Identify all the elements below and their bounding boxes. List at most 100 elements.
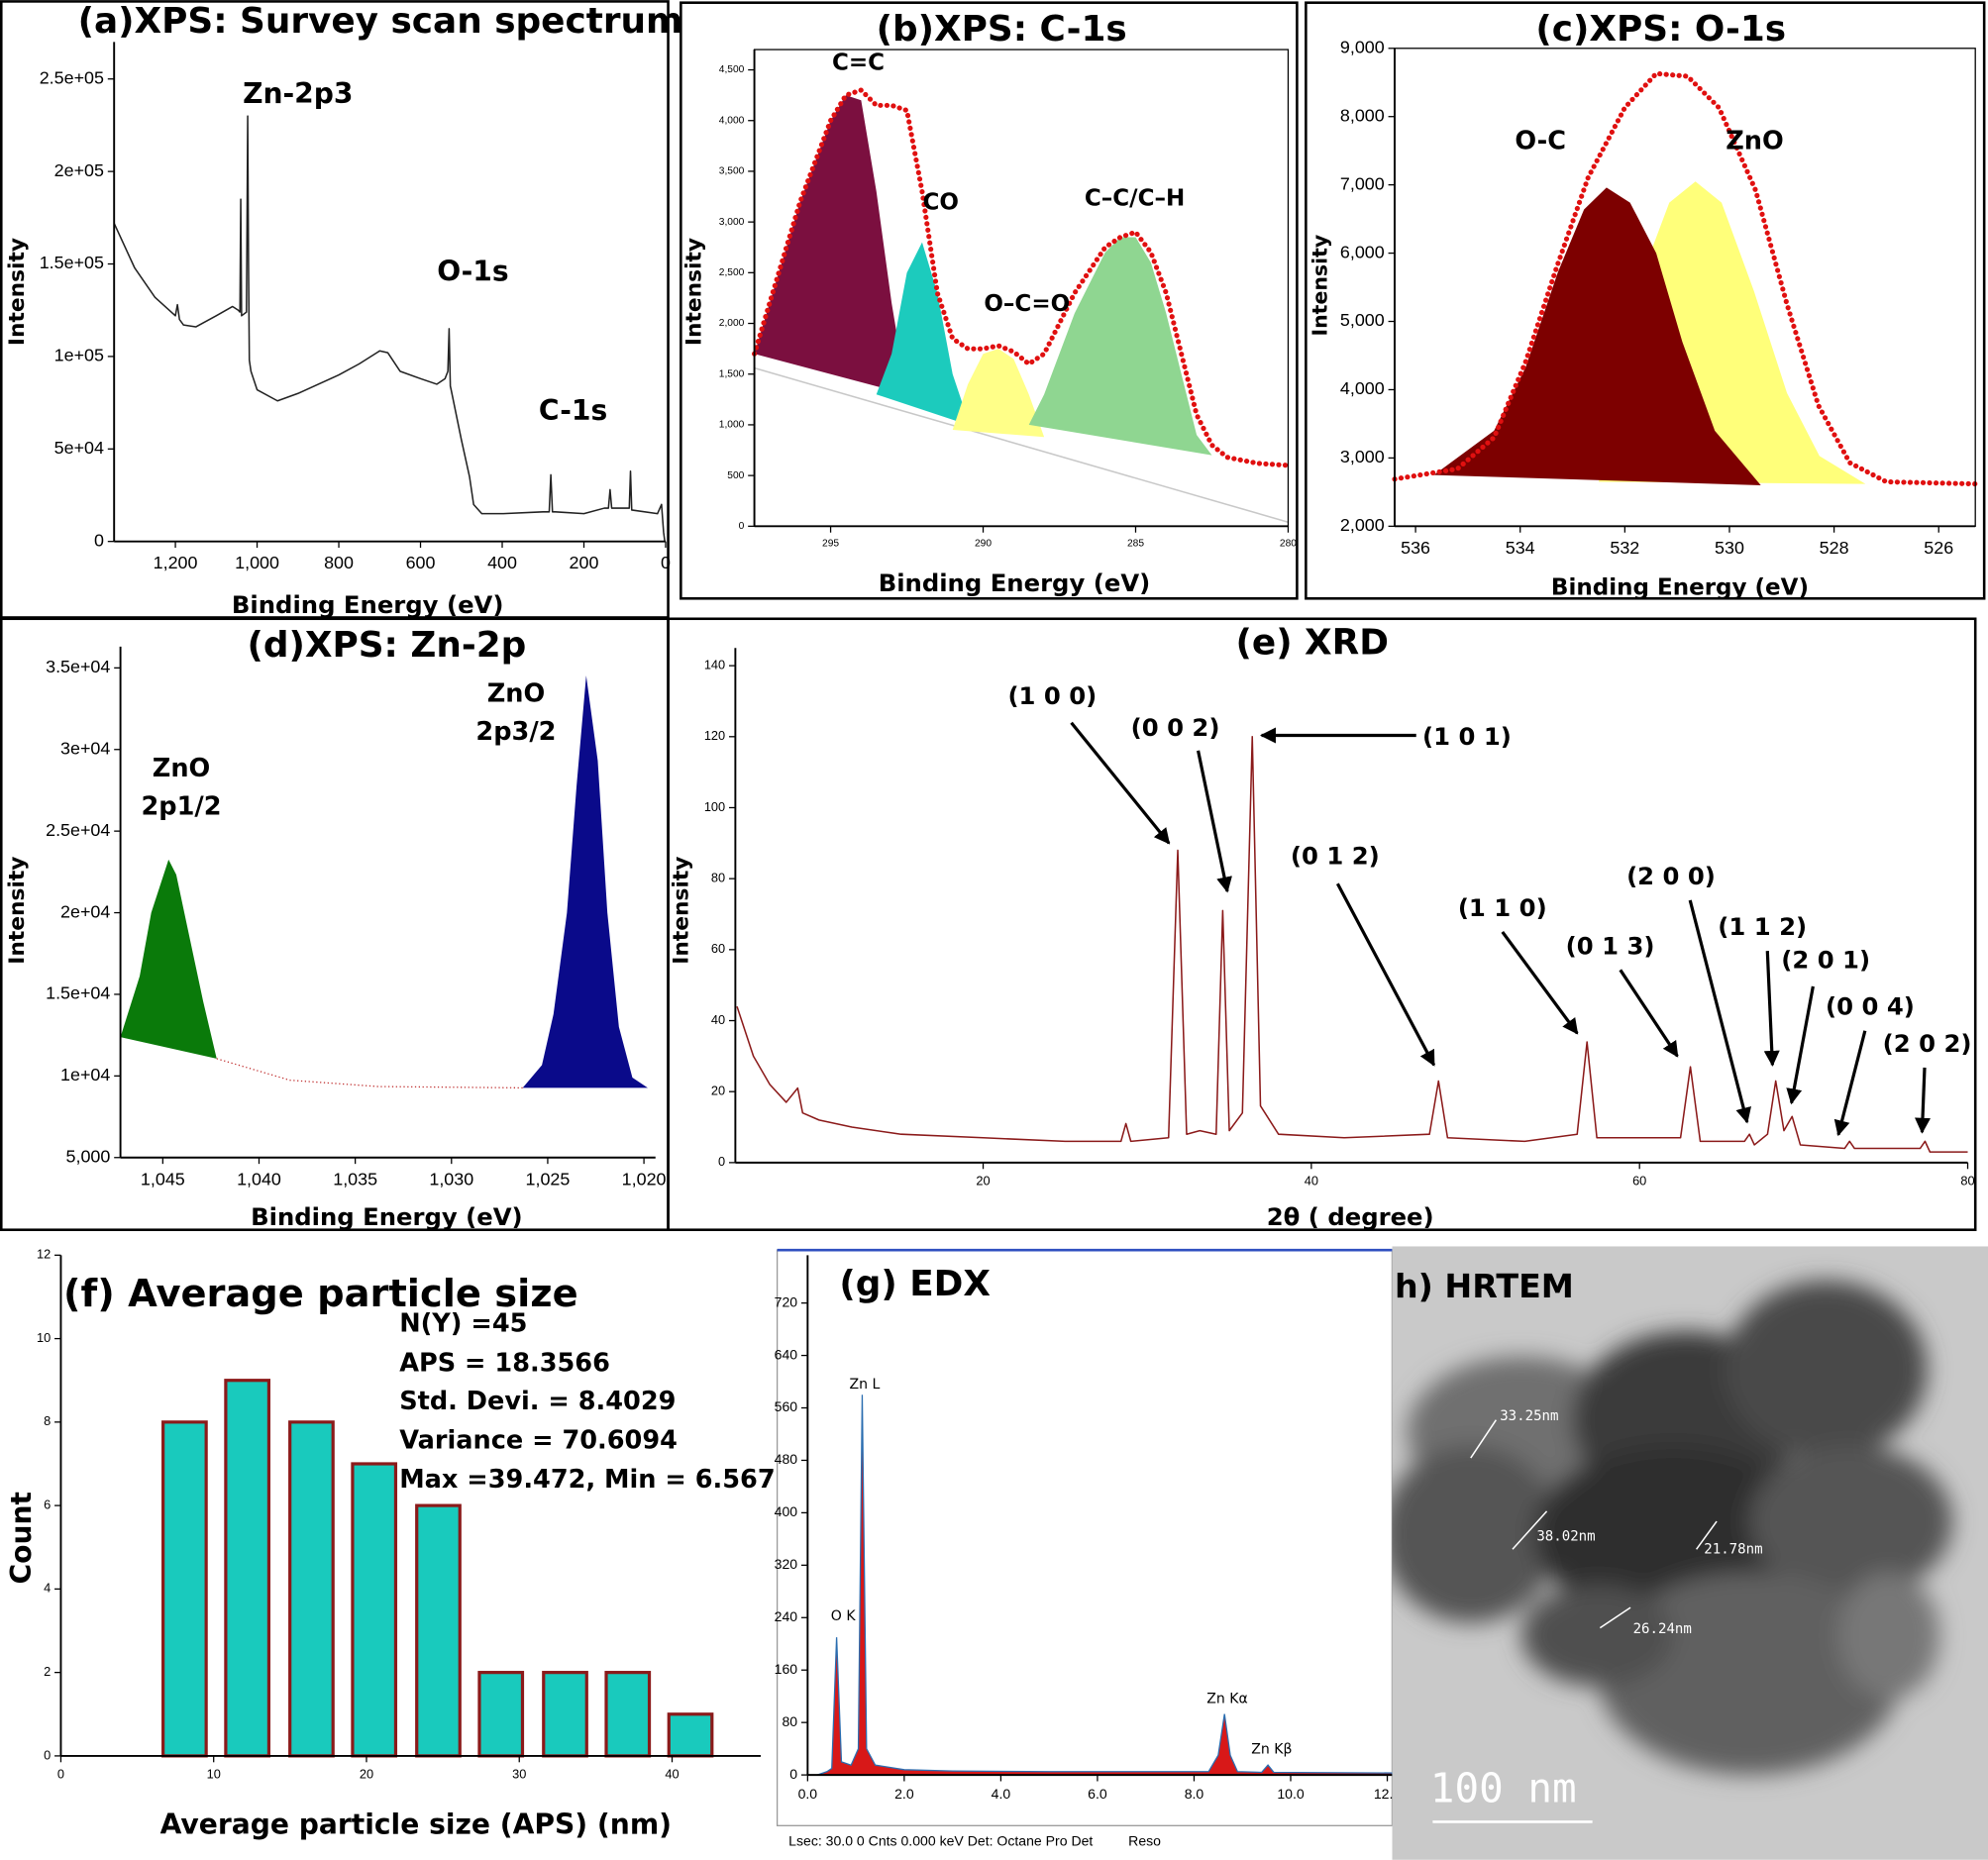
panel-title: h) HRTEM <box>1395 1267 1574 1305</box>
y-tick-label: 8 <box>44 1413 51 1428</box>
x-tick-label: 0.0 <box>798 1786 818 1802</box>
y-tick-label: 0 <box>739 521 745 532</box>
annotation: (0 1 3) <box>1566 931 1655 960</box>
y-axis-label: Intensity <box>5 857 30 965</box>
y-axis-label: Intensity <box>681 238 706 346</box>
y-tick-label: 640 <box>775 1346 798 1362</box>
line <box>736 736 1968 1153</box>
annotation: Zn L <box>850 1377 881 1393</box>
y-tick-label: 500 <box>727 470 744 481</box>
y-tick-label: 2 <box>44 1664 51 1679</box>
y-tick-label: 2.5e+05 <box>40 67 104 87</box>
x-tick-label: 0 <box>661 553 671 572</box>
y-tick-label: 4,500 <box>719 64 745 75</box>
x-tick-label: 800 <box>324 553 354 572</box>
bar <box>667 1712 714 1758</box>
x-tick-label: 1,045 <box>141 1169 185 1188</box>
line <box>752 87 1292 468</box>
x-tick-label: 1,200 <box>154 553 198 572</box>
y-tick-label: 320 <box>775 1556 798 1572</box>
y-tick-label: 80 <box>711 871 725 885</box>
y-tick-label: 3,500 <box>719 166 745 177</box>
y-tick-label: 2,000 <box>1340 515 1385 535</box>
line <box>216 1058 523 1089</box>
hrtem-image: 33.25nm 38.02nm 21.78nm 26.24nm 100 nm h… <box>1392 1246 1988 1860</box>
y-tick-label: 12 <box>37 1247 51 1262</box>
area <box>120 859 217 1059</box>
x-tick-label: 30 <box>512 1766 526 1781</box>
panel-frame <box>1305 1 1986 600</box>
y-tick-label: 8,000 <box>1340 105 1385 125</box>
y-tick-label: 400 <box>775 1503 798 1519</box>
annotation: Std. Devi. = 8.4029 <box>399 1387 676 1416</box>
annotation: (1 1 0) <box>1458 893 1547 922</box>
bar <box>161 1420 208 1758</box>
panel-frame <box>667 617 1977 1231</box>
panel-title: (a)XPS: Survey scan spectrum <box>78 1 683 42</box>
x-axis-label: Binding Energy (eV) <box>1551 575 1809 601</box>
panel-title: (b)XPS: C-1s <box>877 9 1127 50</box>
x-tick-label: 534 <box>1506 538 1535 558</box>
annotation: Zn Kα <box>1206 1691 1248 1706</box>
annotation-arrow <box>1763 951 1780 1067</box>
y-tick-label: 720 <box>775 1293 798 1309</box>
bar <box>415 1503 462 1758</box>
particles <box>1392 1280 1953 1776</box>
annotation: CO <box>923 189 959 215</box>
y-tick-label: 120 <box>704 728 725 743</box>
y-tick-label: 10 <box>37 1330 51 1345</box>
y-tick-label: 1.5e+04 <box>46 983 110 1003</box>
area <box>754 95 907 395</box>
x-tick-label: 20 <box>360 1766 373 1781</box>
y-tick-label: 80 <box>782 1713 797 1729</box>
x-tick-label: 526 <box>1924 538 1953 558</box>
y-axis-label: Intensity <box>5 238 30 346</box>
measure-lines <box>1432 1419 1718 1823</box>
x-tick-label: 400 <box>487 553 517 572</box>
annotation: Zn-2p3 <box>243 77 353 110</box>
annotation-arrow <box>1335 882 1436 1067</box>
y-tick-label: 5,000 <box>66 1146 111 1166</box>
annotation: O-1s <box>437 255 508 287</box>
x-tick-label: 8.0 <box>1185 1786 1204 1802</box>
panel-frame <box>0 0 670 619</box>
annotation: Zn Kβ <box>1251 1742 1292 1758</box>
x-tick-label: 1,025 <box>526 1169 571 1188</box>
annotation: C-1s <box>539 394 607 427</box>
area <box>1028 237 1212 456</box>
x-tick-label: 6.0 <box>1088 1786 1107 1802</box>
x-tick-label: 20 <box>976 1173 990 1188</box>
x-tick-label: 2.0 <box>894 1786 914 1802</box>
y-tick-label: 1e+05 <box>54 346 104 365</box>
annotation: (1 1 2) <box>1718 912 1807 941</box>
annotation: APS = 18.3566 <box>399 1348 610 1378</box>
x-tick-label: 290 <box>975 538 992 549</box>
x-tick-label: 280 <box>1280 538 1297 549</box>
annotation-arrow <box>1070 721 1171 845</box>
area <box>1433 187 1761 485</box>
annotation: ZnO <box>1726 126 1784 155</box>
y-tick-label: 560 <box>775 1398 798 1414</box>
x-tick-label: 536 <box>1401 538 1430 558</box>
x-axis-label: Average particle size (APS) (nm) <box>160 1808 672 1840</box>
x-tick-label: 4.0 <box>992 1786 1011 1802</box>
y-axis-label: Intensity <box>670 857 694 965</box>
x-tick-label: 532 <box>1610 538 1639 558</box>
y-tick-label: 20 <box>711 1084 725 1098</box>
annotation: (2 0 2) <box>1883 1029 1972 1058</box>
y-axis-label: Count <box>5 1492 38 1585</box>
annotation: 2p3/2 <box>475 717 556 747</box>
area <box>522 675 648 1088</box>
y-tick-label: 480 <box>775 1451 798 1467</box>
annotation-arrow <box>1688 899 1751 1124</box>
annotation: (0 1 2) <box>1291 841 1380 870</box>
annotation: (0 0 2) <box>1131 713 1220 742</box>
scale-bar-label: 100 nm <box>1430 1765 1577 1812</box>
annotation: O-C <box>1515 126 1566 155</box>
area <box>952 349 1045 438</box>
x-tick-label: 200 <box>570 553 599 572</box>
bar <box>224 1379 271 1758</box>
annotation: Variance = 70.6094 <box>399 1425 678 1455</box>
y-tick-label: 0 <box>789 1766 797 1782</box>
